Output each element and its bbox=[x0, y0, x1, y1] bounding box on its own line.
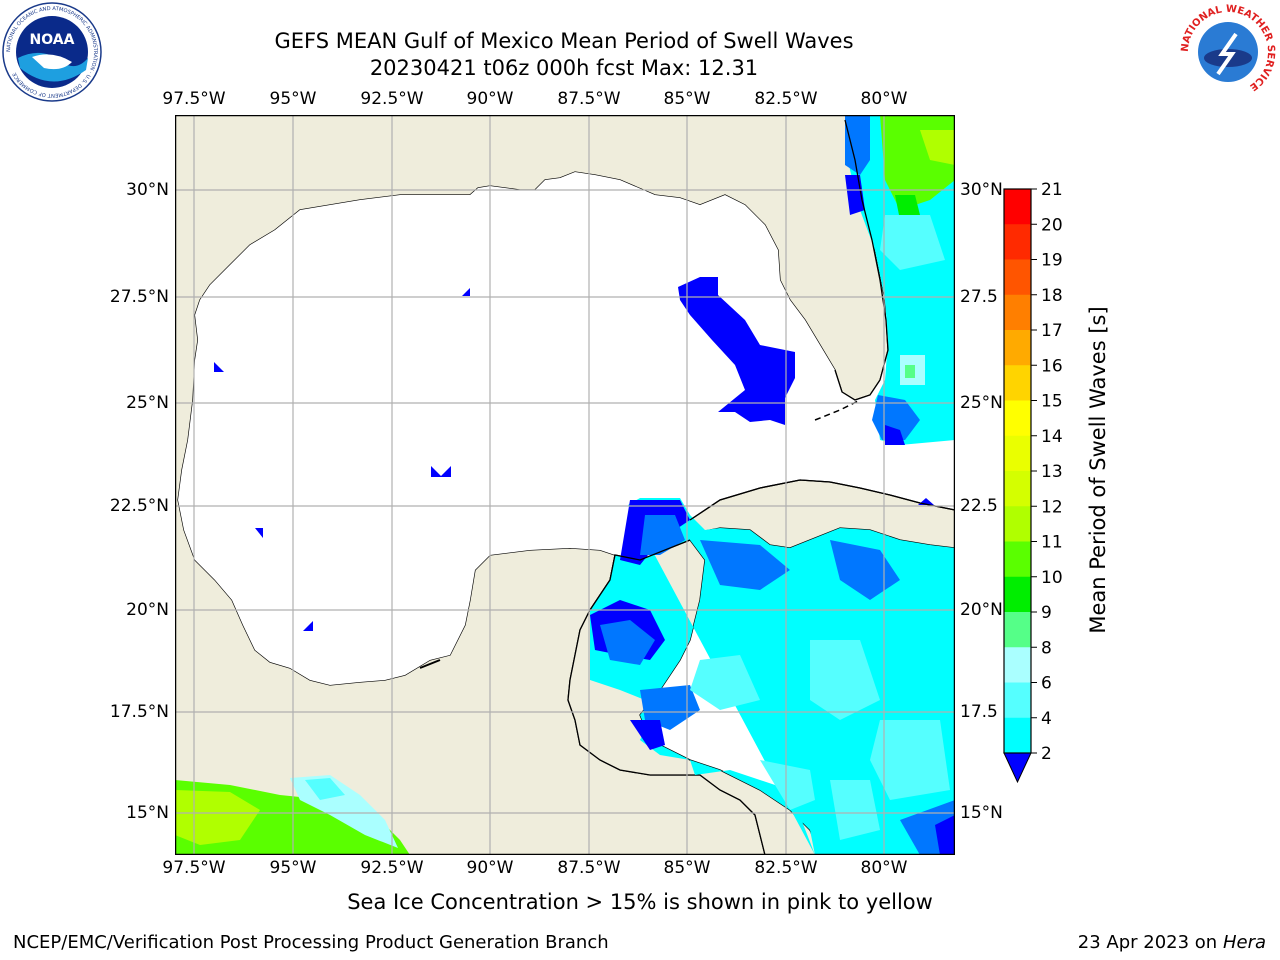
colorbar-band bbox=[1004, 189, 1031, 225]
lon-tick-top: 87.5°W bbox=[557, 89, 621, 109]
colorbar-band bbox=[1004, 400, 1031, 437]
colorbar-band bbox=[1004, 365, 1031, 401]
colorbar-band bbox=[1004, 717, 1031, 754]
title-line-1: GEFS MEAN Gulf of Mexico Mean Period of … bbox=[274, 29, 854, 53]
lon-tick-top: 92.5°W bbox=[360, 89, 424, 109]
colorbar-label: Mean Period of Swell Waves [s] bbox=[1086, 306, 1110, 634]
lat-tick-left: 25°N bbox=[126, 393, 169, 413]
lon-tick-top: 82.5°W bbox=[754, 89, 818, 109]
nws-logo: NATIONAL WEATHER SERVICE bbox=[1178, 2, 1278, 102]
footer-host: Hera bbox=[1222, 932, 1266, 953]
svg-text:NOAA: NOAA bbox=[30, 32, 75, 48]
lat-tick-right: 30°N bbox=[960, 180, 1003, 200]
lat-tick-left: 20°N bbox=[126, 600, 169, 620]
lon-tick-bottom: 90°W bbox=[466, 858, 514, 878]
map-panel bbox=[175, 115, 955, 855]
colorbar-band bbox=[1004, 541, 1031, 578]
lat-tick-left: 30°N bbox=[126, 180, 169, 200]
colorbar-tick-label: 15 bbox=[1041, 392, 1063, 412]
title-line-2: 20230421 t06z 000h fcst Max: 12.31 bbox=[369, 56, 759, 80]
lon-tick-bottom: 97.5°W bbox=[162, 858, 226, 878]
colorbar-tick-label: 10 bbox=[1041, 568, 1063, 588]
lat-tick-right: 17.5 bbox=[960, 702, 998, 722]
colorbar-tick-label: 6 bbox=[1041, 674, 1052, 694]
lon-tick-top: 90°W bbox=[466, 89, 514, 109]
graticule bbox=[175, 115, 955, 855]
colorbar-tick-label: 2 bbox=[1041, 744, 1052, 764]
colorbar-band bbox=[1004, 682, 1031, 719]
lat-tick-right: 20°N bbox=[960, 600, 1003, 620]
footer-date: 23 Apr 2023 on bbox=[1077, 932, 1218, 953]
lon-tick-bottom: 80°W bbox=[860, 858, 908, 878]
colorbar-band bbox=[1004, 435, 1031, 472]
colorbar-band bbox=[1004, 471, 1031, 507]
colorbar-band bbox=[1004, 294, 1031, 331]
gulf-of-mexico bbox=[178, 160, 955, 685]
footer-right: 23 Apr 2023 on Hera bbox=[1078, 932, 1266, 953]
colorbar-band bbox=[1004, 612, 1031, 648]
lat-tick-left: 15°N bbox=[126, 803, 169, 823]
colorbar-tick-label: 21 bbox=[1041, 180, 1063, 200]
colorbar-tick-label: 16 bbox=[1041, 356, 1063, 376]
colorbar-band bbox=[1004, 506, 1031, 542]
colorbar-tick-label: 19 bbox=[1041, 251, 1063, 271]
lat-tick-left: 22.5°N bbox=[109, 496, 169, 516]
noaa-logo: NATIONAL OCEANIC AND ATMOSPHERIC ADMINIS… bbox=[2, 2, 102, 102]
colorbar-band bbox=[1004, 647, 1031, 683]
colorbar: 21 20 19 18 17 16 15 14 13 12 11 10 9 8 6 4 2 bbox=[1003, 180, 1063, 784]
lon-tick-top: 97.5°W bbox=[162, 89, 226, 109]
colorbar-tick-label: 8 bbox=[1041, 638, 1052, 658]
colorbar-tick-label: 17 bbox=[1041, 321, 1063, 341]
colorbar-tick-label: 18 bbox=[1041, 286, 1063, 306]
lon-tick-bottom: 92.5°W bbox=[360, 858, 424, 878]
lon-tick-bottom: 85°W bbox=[663, 858, 711, 878]
footer-left: NCEP/EMC/Verification Post Processing Pr… bbox=[13, 932, 609, 953]
colorbar-tick-label: 13 bbox=[1041, 462, 1063, 482]
lat-tick-right: 22.5 bbox=[960, 496, 998, 516]
colorbar-tick-label: 12 bbox=[1041, 497, 1063, 517]
lon-tick-bottom: 82.5°W bbox=[754, 858, 818, 878]
colorbar-tick-label: 14 bbox=[1041, 427, 1063, 447]
lon-tick-bottom: 87.5°W bbox=[557, 858, 621, 878]
colorbar-band bbox=[1004, 576, 1031, 613]
lat-tick-left: 17.5°N bbox=[109, 702, 169, 722]
swell-field-florida-patch bbox=[678, 277, 795, 425]
colorbar-band bbox=[1004, 224, 1031, 260]
colorbar-tick-label: 11 bbox=[1041, 533, 1063, 553]
colorbar-tick-label: 20 bbox=[1041, 215, 1063, 235]
colorbar-tick-label: 4 bbox=[1041, 709, 1052, 729]
lat-tick-right: 27.5 bbox=[960, 287, 998, 307]
sea-ice-note: Sea Ice Concentration > 15% is shown in … bbox=[347, 890, 933, 914]
lon-tick-top: 80°W bbox=[860, 89, 908, 109]
colorbar-band bbox=[1004, 330, 1031, 366]
lat-tick-right: 25°N bbox=[960, 393, 1003, 413]
lat-tick-left: 27.5°N bbox=[109, 287, 169, 307]
colorbar-tick-label: 9 bbox=[1041, 603, 1052, 623]
lon-tick-top: 85°W bbox=[663, 89, 711, 109]
lon-tick-top: 95°W bbox=[269, 89, 317, 109]
lon-tick-bottom: 95°W bbox=[269, 858, 317, 878]
lat-tick-right: 15°N bbox=[960, 803, 1003, 823]
colorbar-band bbox=[1004, 259, 1031, 296]
